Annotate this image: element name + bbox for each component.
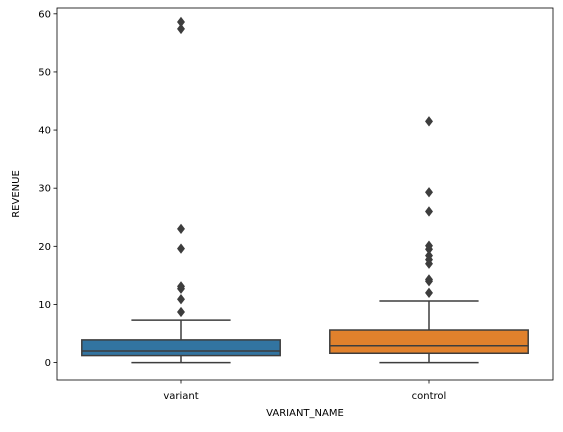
outlier-point (177, 306, 185, 318)
y-tick-label: 10 (38, 300, 51, 311)
outlier-point (177, 243, 185, 254)
outlier-point (425, 116, 433, 127)
y-tick-label: 20 (38, 242, 51, 253)
box-group-control (329, 116, 529, 364)
y-axis-label: REVENUE (11, 170, 22, 218)
outlier-point (425, 240, 433, 251)
outlier-point (177, 281, 185, 292)
plot-area (56, 7, 554, 381)
y-tick-label: 40 (38, 126, 51, 137)
outlier-point (425, 287, 433, 298)
box-control (329, 329, 529, 355)
y-tick-label: 50 (38, 67, 51, 78)
outlier-point (177, 294, 185, 305)
box-group-variant (81, 16, 281, 364)
outlier-point (425, 250, 433, 261)
x-tick-label: control (412, 391, 447, 402)
y-axis-ticks: 0 10 20 30 40 50 60 (38, 9, 57, 369)
outlier-point (425, 274, 433, 285)
chart-marks (81, 16, 529, 364)
x-tick-label: variant (163, 391, 198, 402)
box-variant (81, 339, 281, 357)
y-tick-label: 0 (45, 358, 51, 369)
outlier-point (177, 23, 185, 35)
outlier-point (425, 187, 433, 198)
outlier-point (425, 206, 433, 217)
x-axis-ticks: variant control (163, 380, 446, 402)
x-axis-label: VARIANT_NAME (266, 408, 344, 419)
outlier-point (177, 223, 185, 235)
outlier-point (177, 16, 185, 28)
y-tick-label: 60 (38, 9, 51, 20)
y-tick-label: 30 (38, 184, 51, 195)
